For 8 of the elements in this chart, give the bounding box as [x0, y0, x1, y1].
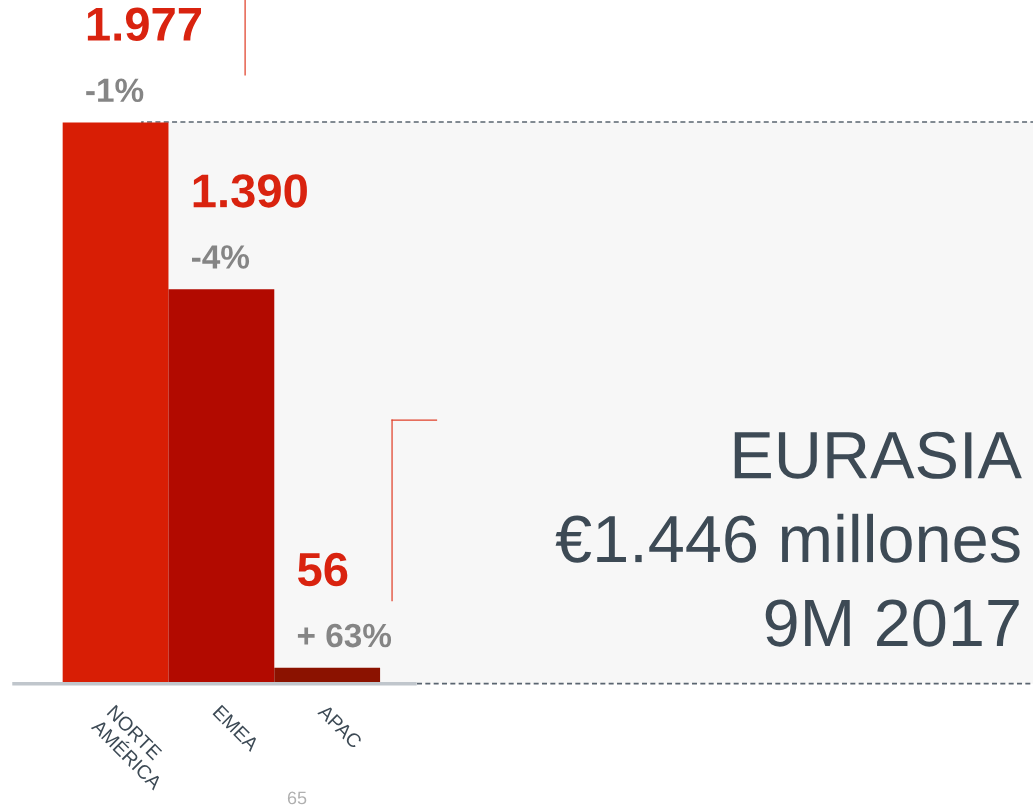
- text: EURASIA €1.446 millones 9M 2017: [555, 431, 1022, 647]
- text: 65: [287, 791, 307, 805]
- annotation: -4%: [192, 245, 250, 269]
- data-label: 1.977: [87, 7, 201, 42]
- data-label: 56: [297, 552, 348, 587]
- annotation: -1%: [86, 78, 144, 103]
- annotation: + 63%: [297, 623, 392, 648]
- data-label: 1.390: [193, 174, 307, 208]
